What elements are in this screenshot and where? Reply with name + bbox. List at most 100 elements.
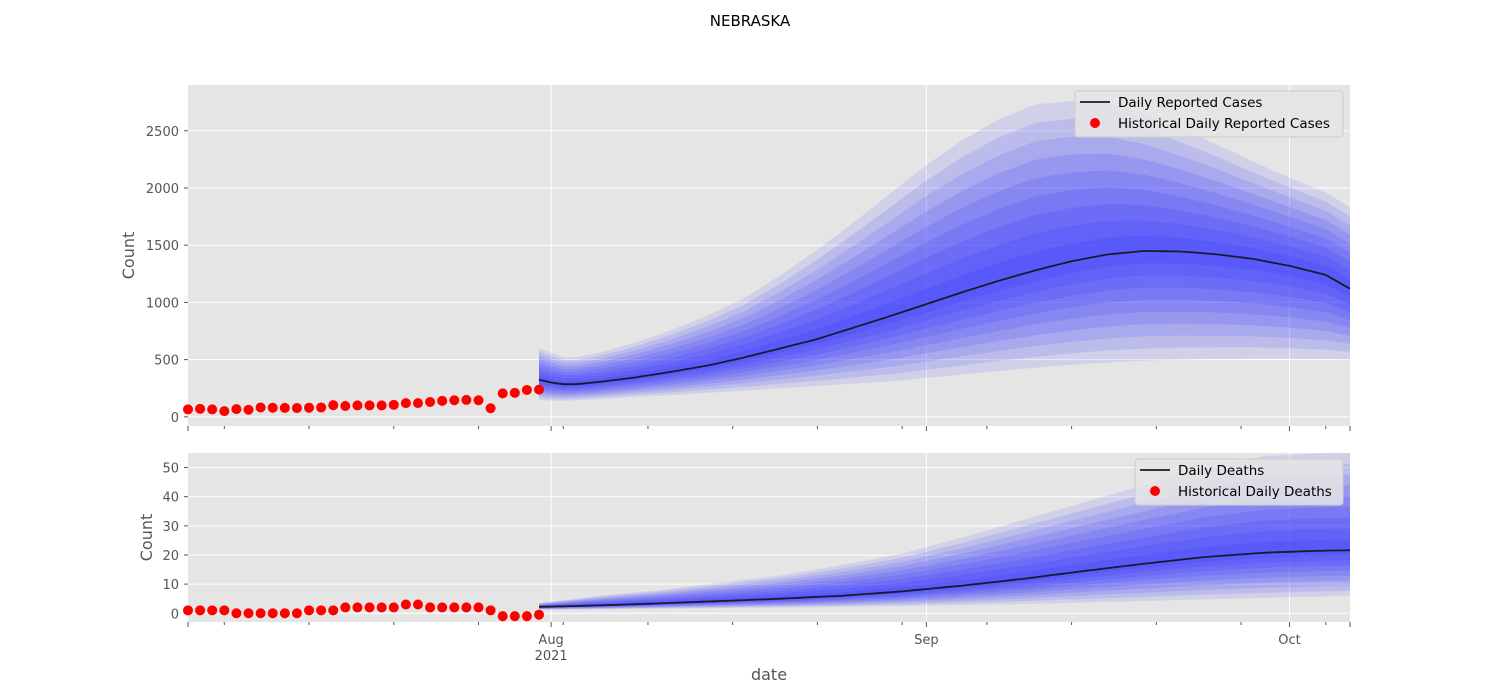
forecast-band	[539, 517, 1350, 608]
forecast-band	[539, 539, 1350, 608]
historical-point	[388, 399, 399, 410]
historical-point	[340, 400, 351, 411]
forecast-band	[539, 474, 1350, 610]
y-tick-label: 40	[162, 491, 179, 506]
legend-box	[1134, 458, 1344, 506]
y-tick-label: 30	[162, 520, 179, 535]
historical-point	[352, 400, 363, 411]
forecast-band	[539, 220, 1350, 388]
historical-point	[376, 602, 387, 613]
historical-point	[437, 602, 448, 613]
y-tick-label: 10	[162, 578, 179, 593]
historical-point	[352, 602, 363, 613]
historical-point	[412, 599, 423, 610]
historical-point	[231, 608, 242, 619]
x-axis-label: date	[751, 665, 787, 684]
historical-point	[219, 605, 230, 616]
historical-point	[340, 602, 351, 613]
historical-point	[473, 602, 484, 613]
historical-point	[304, 402, 315, 413]
y-axis-label: Count	[119, 232, 138, 280]
historical-point	[291, 403, 302, 414]
legend-entry: Historical Daily Reported Cases	[1118, 116, 1330, 132]
y-tick-label: 0	[171, 607, 179, 622]
legend-entry: Historical Daily Deaths	[1178, 484, 1332, 500]
y-tick-label: 500	[154, 354, 179, 369]
historical-point	[279, 402, 290, 413]
x-tick-label: Oct	[1278, 633, 1300, 648]
forecast-band	[539, 187, 1350, 392]
historical-point	[183, 404, 193, 415]
forecast-band	[539, 101, 1350, 401]
historical-point	[364, 602, 375, 613]
historical-point	[461, 394, 472, 405]
legend-point-swatch	[1090, 118, 1100, 128]
historical-point	[534, 609, 545, 620]
historical-point	[400, 398, 411, 409]
historical-point	[267, 608, 278, 619]
y-tick-label: 1500	[146, 239, 179, 254]
historical-point	[364, 400, 375, 411]
forecast-band	[539, 118, 1350, 400]
historical-point	[255, 402, 266, 413]
historical-point	[485, 605, 496, 616]
forecast-band	[539, 507, 1350, 609]
legend-entry: Daily Reported Cases	[1118, 95, 1262, 111]
historical-point	[388, 602, 399, 613]
forecast-band	[539, 485, 1350, 609]
y-axis-label: Count	[137, 514, 156, 562]
historical-point	[485, 403, 496, 414]
cases-panel: 0 500 1000 1500 2000 2500 Count Daily Reported …	[119, 85, 1351, 431]
historical-point	[425, 396, 436, 407]
legend-box	[1074, 90, 1344, 138]
historical-point	[449, 602, 460, 613]
historical-point	[509, 387, 520, 398]
historical-point	[207, 404, 218, 415]
historical-point	[291, 608, 302, 619]
historical-point	[183, 605, 193, 616]
historical-point	[231, 404, 242, 415]
historical-point	[461, 602, 472, 613]
historical-point	[328, 605, 339, 616]
legend-point-swatch	[1150, 486, 1160, 496]
historical-point	[316, 605, 327, 616]
forecast-median-line	[538, 249, 1351, 386]
forecast-band	[539, 496, 1350, 609]
plot-background	[188, 85, 1350, 426]
forecast-band	[539, 528, 1350, 608]
y-tick-label: 20	[162, 549, 179, 564]
historical-point	[497, 611, 508, 622]
forecast-band	[539, 170, 1350, 394]
historical-point	[509, 611, 520, 622]
x-tick-label: Sep	[914, 633, 939, 648]
legend-entry: Daily Deaths	[1178, 463, 1264, 479]
historical-point	[400, 599, 411, 610]
historical-point	[328, 400, 339, 411]
historical-point	[521, 384, 532, 395]
historical-point	[437, 395, 448, 406]
historical-point	[316, 402, 327, 413]
x-tick-sublabel: 2021	[535, 649, 568, 664]
historical-point	[207, 605, 218, 616]
y-tick-label: 2000	[146, 182, 179, 197]
figure-title: NEBRASKA	[710, 12, 791, 30]
forecast-median-line	[538, 549, 1351, 608]
historical-point	[521, 611, 532, 622]
legend: Daily Deaths Historical Daily Deaths	[1134, 458, 1344, 506]
historical-point	[219, 406, 230, 417]
historical-point	[304, 605, 315, 616]
y-tick-label: 50	[162, 462, 179, 477]
historical-point	[376, 400, 387, 411]
historical-point	[412, 398, 423, 409]
historical-point	[497, 388, 508, 399]
historical-point	[449, 395, 460, 406]
forecast-band	[539, 136, 1350, 398]
historical-point	[267, 402, 278, 413]
historical-point	[255, 608, 266, 619]
y-tick-label: 2500	[146, 125, 179, 140]
historical-point	[279, 608, 290, 619]
historical-point	[195, 403, 206, 414]
legend: Daily Reported Cases Historical Daily Rep…	[1074, 90, 1344, 138]
